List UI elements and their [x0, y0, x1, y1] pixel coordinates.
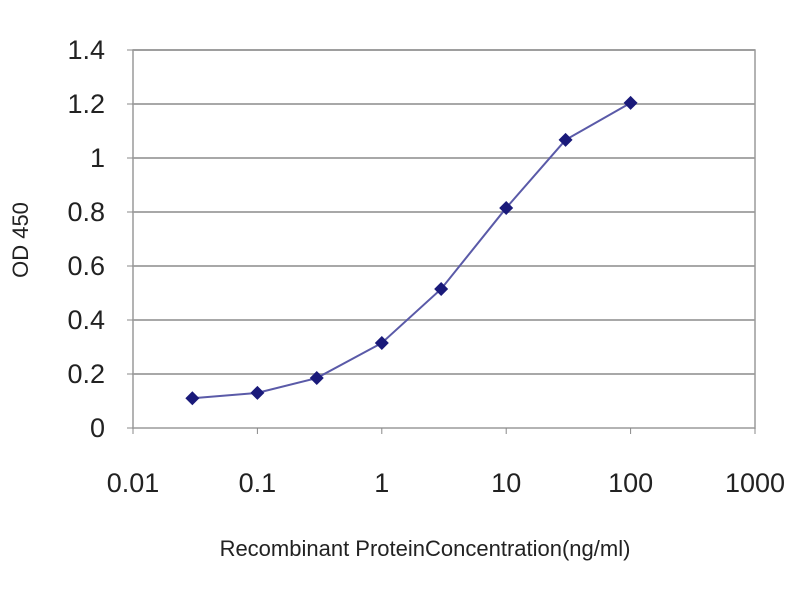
data-point	[309, 371, 324, 386]
x-tick-label: 1	[374, 468, 389, 498]
y-tick-label: 0	[90, 413, 105, 443]
y-tick-label: 0.2	[67, 359, 105, 389]
y-axis: 0 0.2 0.4 0.6 0.8 1 1.2 1.4	[67, 35, 133, 443]
x-tick-label: 0.01	[107, 468, 160, 498]
y-tick-label: 0.4	[67, 305, 105, 335]
y-tick-label: 1.2	[67, 89, 105, 119]
data-point	[250, 385, 265, 400]
data-point	[185, 391, 200, 406]
data-point	[558, 132, 573, 147]
y-tick-label: 0.6	[67, 251, 105, 281]
data-point	[499, 200, 514, 215]
x-axis-label: Recombinant ProteinConcentration(ng/ml)	[220, 536, 631, 561]
y-tick-label: 1.4	[67, 35, 105, 65]
x-tick-label: 10	[491, 468, 521, 498]
data-point	[434, 281, 449, 296]
plot-area-border	[132, 49, 756, 429]
series	[185, 95, 638, 406]
x-axis: 0.01 0.1 1 10 100 1000	[107, 428, 785, 498]
data-point	[374, 335, 389, 350]
y-axis-label: OD 450	[8, 202, 33, 278]
y-tick-label: 0.8	[67, 197, 105, 227]
data-point	[623, 95, 638, 110]
x-tick-label: 0.1	[239, 468, 277, 498]
gridlines	[133, 49, 755, 375]
series-line	[192, 102, 632, 400]
x-tick-label: 1000	[725, 468, 785, 498]
y-tick-label: 1	[90, 143, 105, 173]
x-tick-label: 100	[608, 468, 653, 498]
